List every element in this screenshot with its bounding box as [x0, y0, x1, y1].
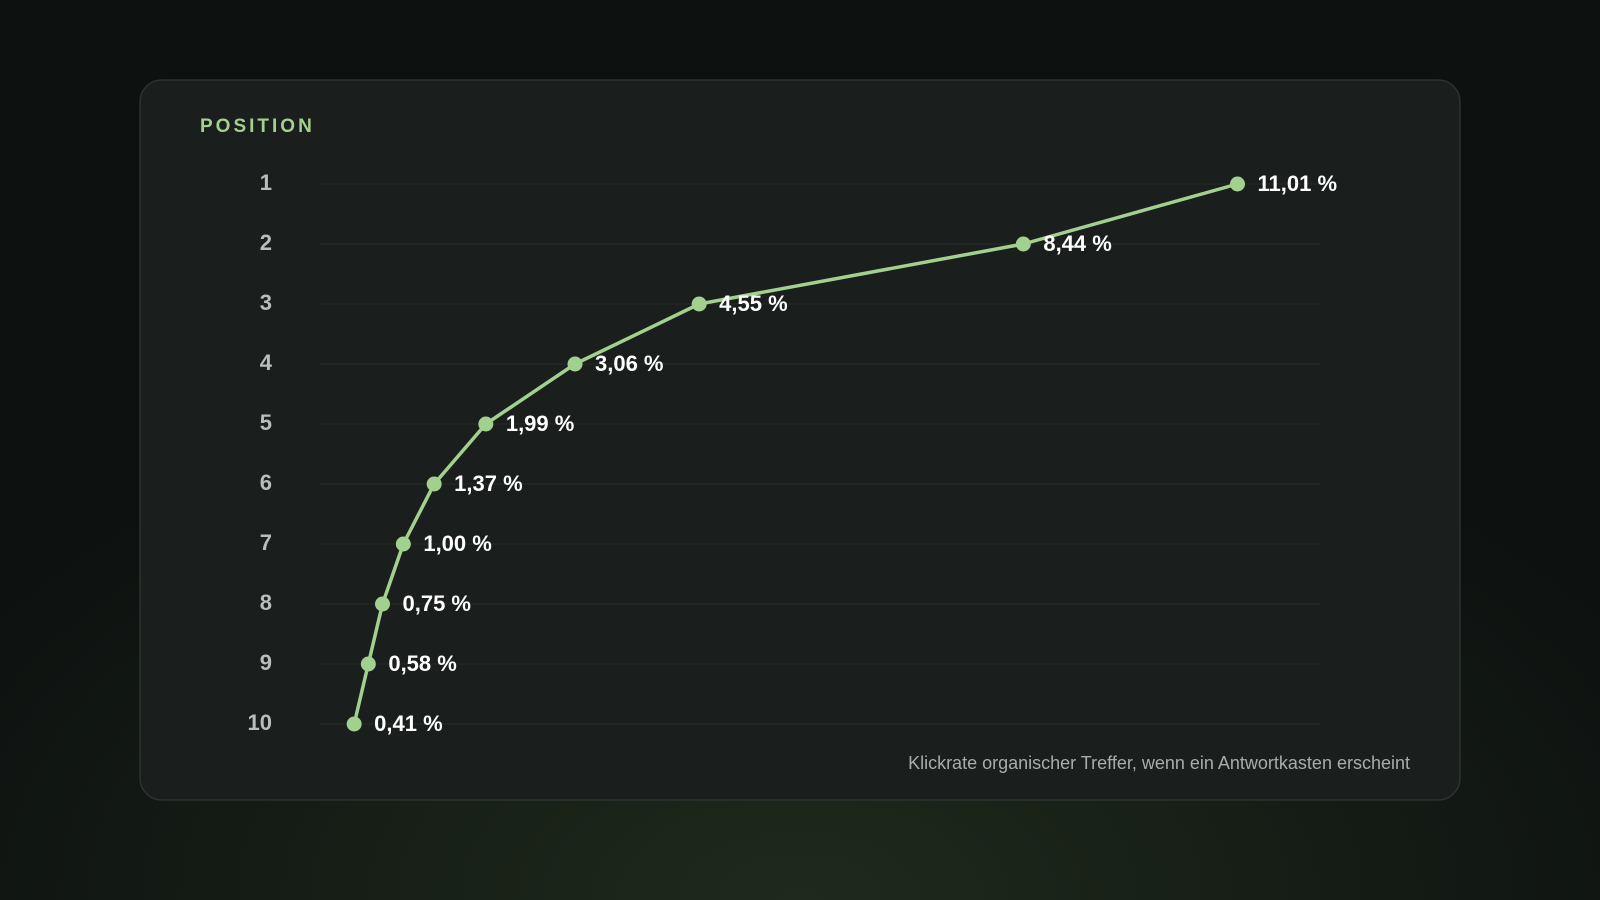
data-point: [375, 596, 390, 612]
y-tick-label: 5: [260, 410, 272, 435]
series-line: [352, 182, 1238, 725]
data-point: [691, 296, 707, 312]
value-label: 0,41 %: [374, 711, 443, 736]
y-tick-label: 8: [260, 590, 272, 615]
value-label: 4,55 %: [719, 291, 788, 316]
data-point: [478, 416, 494, 432]
data-point: [360, 656, 376, 672]
data-point: [1015, 236, 1031, 252]
data-point: [567, 356, 583, 372]
y-tick-label: 6: [260, 470, 272, 495]
value-label: 8,44 %: [1043, 231, 1112, 256]
y-tick-label: 10: [248, 710, 272, 735]
data-point: [395, 536, 411, 552]
y-tick-label: 4: [260, 350, 273, 375]
value-label: 11,01 %: [1258, 171, 1338, 196]
data-point: [426, 476, 442, 492]
y-tick-label: 7: [260, 530, 272, 555]
card: [139, 79, 1461, 801]
y-tick-label: 3: [260, 290, 272, 315]
value-label: 3,06 %: [595, 351, 664, 376]
value-label: 0,58 %: [388, 651, 457, 676]
data-point: [1230, 176, 1245, 192]
annotation: Klickrate organischer Treffer, wenn ein …: [908, 753, 1410, 773]
value-label: 1,37 %: [454, 471, 522, 496]
value-label: 1,99 %: [506, 411, 575, 436]
value-label: 1,00 %: [423, 531, 492, 556]
y-tick-label: 9: [260, 650, 272, 675]
axis-title: POSITION: [200, 116, 315, 137]
value-label: 0,75 %: [403, 591, 472, 616]
data-point: [346, 716, 362, 732]
y-tick-label: 1: [260, 170, 272, 195]
y-tick-label: 2: [260, 230, 272, 255]
